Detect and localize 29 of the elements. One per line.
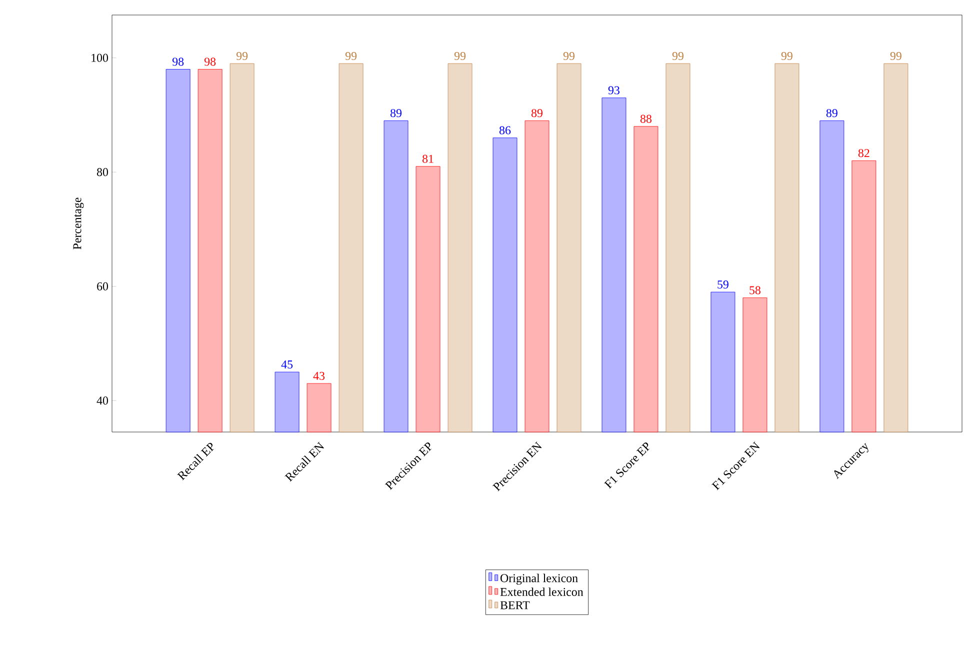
- data-label: 99: [345, 52, 357, 60]
- y-tick-label: 80: [96, 168, 108, 176]
- data-label: 99: [890, 52, 902, 60]
- data-label: 43: [313, 372, 325, 380]
- data-label: 98: [172, 58, 184, 66]
- y-axis-title: Percentage: [73, 198, 84, 250]
- y-tick-label: 60: [97, 282, 108, 290]
- data-label: 99: [672, 52, 684, 60]
- data-label: 93: [608, 86, 620, 94]
- data-label: 99: [781, 52, 792, 60]
- data-label: 86: [499, 126, 511, 134]
- legend-label: Extended lexicon: [500, 588, 584, 596]
- y-tick-label: 100: [92, 54, 108, 62]
- data-label: 81: [422, 154, 434, 163]
- data-label: 82: [858, 149, 870, 158]
- data-label: 89: [531, 109, 542, 118]
- data-label: 58: [750, 286, 760, 294]
- legend-label: BERT: [500, 601, 530, 610]
- legend-label: Original lexicon: [500, 574, 578, 585]
- data-label: 45: [281, 360, 293, 368]
- data-label: 98: [204, 58, 216, 66]
- y-tick-label: 40: [96, 396, 108, 405]
- data-label: 88: [640, 114, 652, 123]
- data-label: 99: [454, 52, 466, 60]
- data-label: 59: [718, 280, 728, 289]
- data-label: 99: [236, 52, 248, 60]
- data-label: 89: [390, 109, 402, 118]
- data-label: 99: [563, 52, 574, 60]
- data-label: 89: [826, 109, 838, 118]
